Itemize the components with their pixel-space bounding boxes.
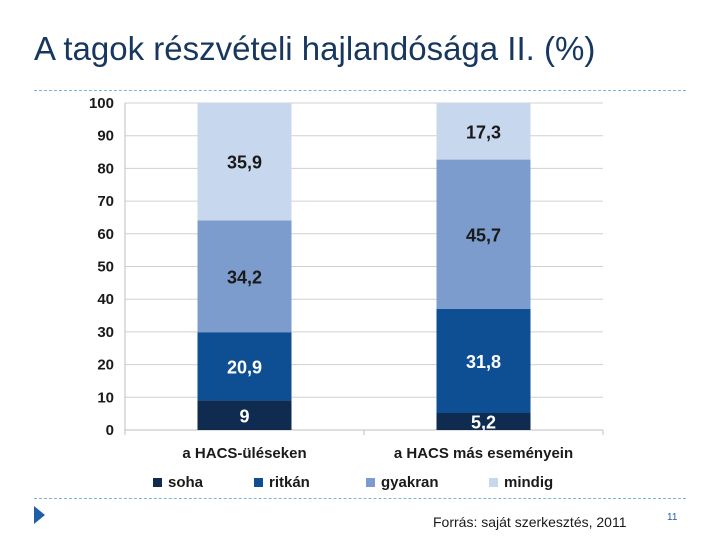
- legend-swatch: [254, 478, 263, 487]
- y-tick-label: 50: [97, 259, 114, 276]
- legend-label: ritkán: [269, 474, 310, 491]
- y-tick-label: 20: [97, 357, 114, 374]
- x-category-label: a HACS más eseményein: [394, 445, 573, 462]
- y-tick-label: 100: [89, 95, 114, 112]
- legend-item: gyakran: [366, 474, 439, 491]
- legend-label: mindig: [504, 474, 554, 491]
- y-tick-label: 10: [97, 389, 114, 406]
- bar-segment: [197, 220, 292, 333]
- data-label: 35,9: [227, 153, 262, 173]
- slide-title: A tagok részvételi hajlandósága II. (%): [34, 30, 596, 67]
- chart-legend: soha ritkán gyakran mindig: [0, 474, 720, 494]
- legend-swatch: [489, 478, 498, 487]
- y-tick-label: 80: [97, 160, 114, 177]
- footer-divider: [34, 498, 686, 499]
- bar-segment: [436, 309, 531, 413]
- legend-item: soha: [153, 474, 203, 491]
- x-category-label: a HACS-üléseken: [182, 445, 306, 462]
- legend-swatch: [153, 478, 162, 487]
- data-label: 45,7: [466, 225, 501, 245]
- bar-segment: [197, 400, 292, 430]
- bar-segment: [197, 332, 292, 401]
- data-label: 20,9: [227, 357, 262, 377]
- data-label: 34,2: [227, 267, 262, 287]
- data-label: 31,8: [466, 352, 501, 372]
- data-label: 5,2: [471, 412, 496, 432]
- legend-item: mindig: [489, 474, 553, 491]
- bar-segment: [436, 159, 531, 310]
- bar-segment: [436, 412, 531, 430]
- legend-swatch: [366, 478, 375, 487]
- page-number: 11: [667, 512, 678, 523]
- y-tick-label: 90: [97, 128, 114, 145]
- y-tick-label: 70: [97, 193, 114, 210]
- source-note: Forrás: saját szerkesztés, 2011: [433, 514, 627, 530]
- y-tick-label: 30: [97, 324, 114, 341]
- legend-label: soha: [168, 474, 204, 491]
- bar-segment: [436, 103, 531, 160]
- bar-segment: [197, 103, 292, 221]
- y-tick-label: 0: [106, 422, 114, 439]
- y-tick-label: 60: [97, 226, 114, 243]
- data-label: 17,3: [466, 122, 501, 142]
- title-divider: [34, 90, 686, 91]
- legend-label: gyakran: [381, 474, 439, 491]
- y-tick-label: 40: [97, 291, 114, 308]
- bullet-arrow-icon: [34, 506, 45, 524]
- legend-item: ritkán: [254, 474, 310, 491]
- data-label: 9: [239, 406, 249, 426]
